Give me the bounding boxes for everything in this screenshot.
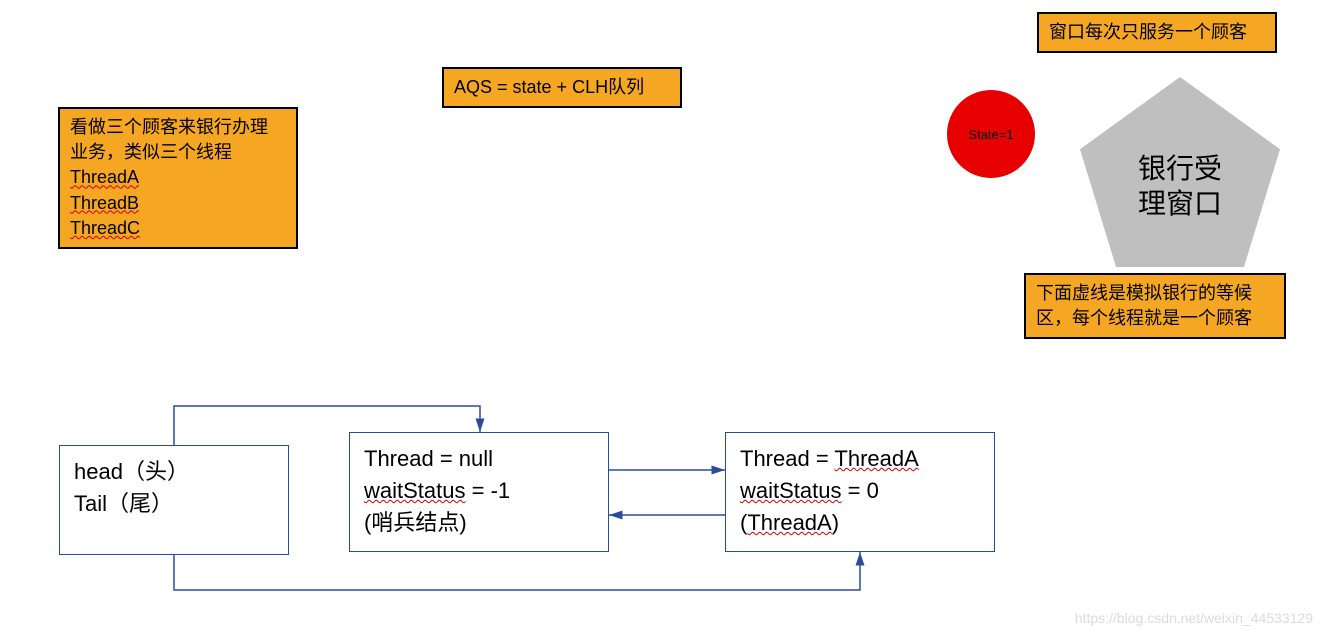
bank-window-pentagon: 银行受 理窗口 <box>1080 77 1280 267</box>
edge-tail-to-threadA-bottom <box>174 552 860 590</box>
note-window-rule: 窗口每次只服务一个顾客 <box>1037 12 1277 53</box>
pentagon-line2: 理窗口 <box>1138 186 1222 221</box>
pentagon-line1: 银行受 <box>1138 151 1222 186</box>
node-sentinel-line1: Thread = null <box>364 443 594 475</box>
note-customers-line2: 业务，类似三个线程 <box>70 140 286 165</box>
node-threadA-line2: waitStatus = 0 <box>740 475 980 507</box>
note-customers-threadA: ThreadA <box>70 167 139 187</box>
node-sentinel: Thread = null waitStatus = -1 (哨兵结点) <box>349 432 609 552</box>
note-waiting-line2: 区，每个线程就是一个顾客 <box>1036 306 1274 331</box>
watermark: https://blog.csdn.net/weixin_44533129 <box>1075 610 1313 626</box>
node-head-tail: head（头） Tail（尾） <box>59 445 289 555</box>
note-window-rule-text: 窗口每次只服务一个顾客 <box>1049 22 1247 42</box>
node-threadA-line3: (ThreadA) <box>740 507 980 539</box>
note-customers-line1: 看做三个顾客来银行办理 <box>70 115 286 140</box>
note-aqs: AQS = state + CLH队列 <box>442 67 682 108</box>
node-sentinel-waitstatus: waitStatus <box>364 478 466 503</box>
node-head-line1: head（头） <box>74 456 274 488</box>
state-circle-label: State=1 <box>968 127 1013 142</box>
note-waiting-line1: 下面虚线是模拟银行的等候 <box>1036 281 1274 306</box>
note-waiting-area: 下面虚线是模拟银行的等候 区，每个线程就是一个顾客 <box>1024 273 1286 339</box>
note-aqs-text: AQS = state + CLH队列 <box>454 77 644 97</box>
node-sentinel-line2: waitStatus = -1 <box>364 475 594 507</box>
note-customers-threadC: ThreadC <box>70 218 140 238</box>
node-sentinel-line3: (哨兵结点) <box>364 507 594 539</box>
node-head-line2: Tail（尾） <box>74 488 274 520</box>
node-threadA: Thread = ThreadA waitStatus = 0 (ThreadA… <box>725 432 995 552</box>
state-circle: State=1 <box>947 90 1035 178</box>
note-customers-threadB: ThreadB <box>70 193 139 213</box>
node-threadA-line1: Thread = ThreadA <box>740 443 980 475</box>
note-customers: 看做三个顾客来银行办理 业务，类似三个线程 ThreadA ThreadB Th… <box>58 107 298 249</box>
